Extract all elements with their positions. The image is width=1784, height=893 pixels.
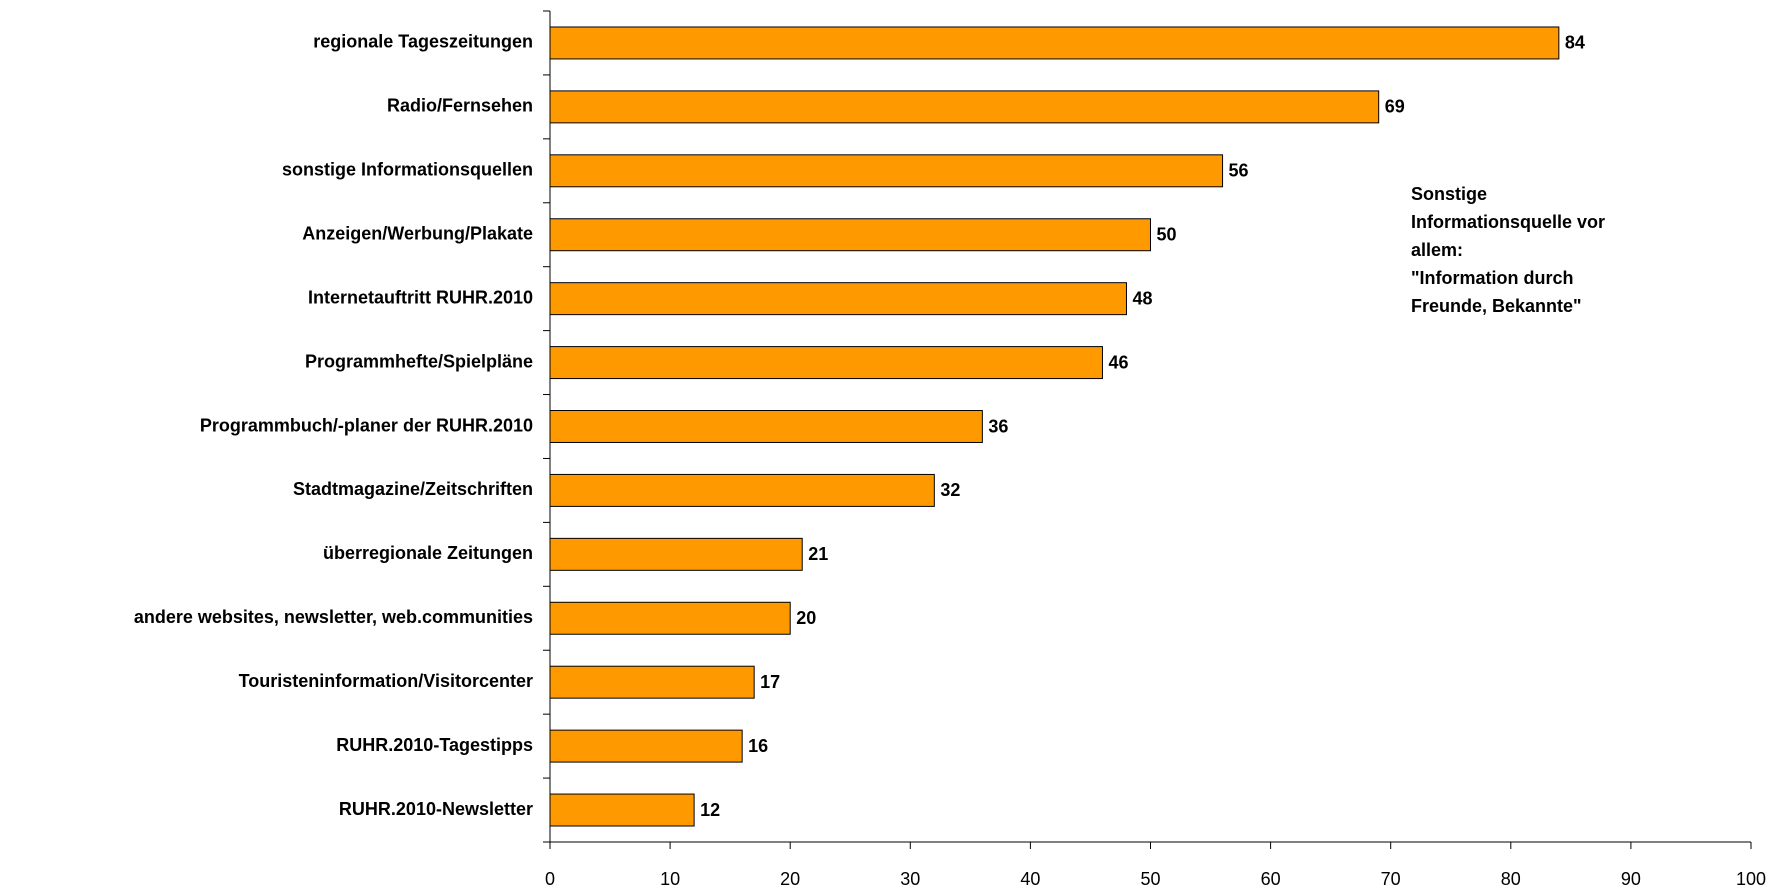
value-label: 36 (988, 416, 1008, 436)
value-label: 50 (1157, 224, 1177, 244)
x-tick-label: 60 (1261, 869, 1281, 889)
x-tick-label: 70 (1381, 869, 1401, 889)
value-label: 21 (808, 544, 828, 564)
x-tick-label: 90 (1621, 869, 1641, 889)
y-tick-label: Stadtmagazine/Zeitschriften (293, 479, 533, 499)
x-tick-label: 0 (545, 869, 555, 889)
x-tick-label: 20 (780, 869, 800, 889)
value-label: 20 (796, 608, 816, 628)
bar (549, 26, 1560, 60)
x-tick-label: 80 (1501, 869, 1521, 889)
bar (549, 282, 1127, 316)
annotation: Informationsquelle vor (1411, 212, 1605, 232)
value-label: 48 (1132, 288, 1152, 308)
y-tick-label: Touristeninformation/Visitorcenter (239, 671, 533, 691)
value-label: 56 (1229, 161, 1249, 181)
y-tick-label: andere websites, newsletter, web.communi… (134, 607, 533, 627)
bar (549, 410, 983, 443)
value-label: 16 (748, 736, 768, 756)
bar (549, 601, 791, 635)
y-tick-label: RUHR.2010-Tagestipps (336, 735, 533, 755)
y-tick-label: Programmhefte/Spielpläne (305, 351, 533, 371)
bar (549, 729, 743, 763)
bar (549, 90, 1380, 124)
y-tick-label: Programmbuch/-planer der RUHR.2010 (200, 415, 533, 435)
y-tick-label: Anzeigen/Werbung/Plakate (302, 223, 533, 243)
annotation: "Information durch (1411, 268, 1574, 288)
y-tick-label: Internetauftritt RUHR.2010 (308, 287, 533, 307)
bar (549, 346, 1103, 380)
value-label: 46 (1108, 352, 1128, 372)
x-tick-label: 40 (1020, 869, 1040, 889)
y-tick-label: regionale Tageszeitungen (313, 32, 533, 52)
value-label: 84 (1565, 33, 1585, 53)
y-tick-label: Radio/Fernsehen (387, 96, 533, 116)
bar (549, 665, 755, 699)
annotation: Sonstige (1411, 184, 1487, 204)
bar (549, 537, 803, 571)
x-tick-label: 50 (1140, 869, 1160, 889)
x-tick-label: 100 (1736, 869, 1766, 889)
bar (549, 793, 695, 827)
bar (549, 218, 1151, 252)
y-tick-label: sonstige Informationsquellen (282, 160, 533, 180)
annotation: allem: (1411, 240, 1463, 260)
value-label: 32 (940, 480, 960, 500)
x-tick-label: 10 (660, 869, 680, 889)
value-label: 12 (700, 800, 720, 820)
y-tick-label: RUHR.2010-Newsletter (339, 799, 533, 819)
annotation: Freunde, Bekannte" (1411, 296, 1582, 316)
value-label: 17 (760, 672, 780, 692)
value-label: 69 (1385, 97, 1405, 117)
bar (549, 154, 1224, 188)
y-tick-label: überregionale Zeitungen (323, 543, 533, 563)
x-tick-label: 30 (900, 869, 920, 889)
bar (549, 473, 935, 507)
